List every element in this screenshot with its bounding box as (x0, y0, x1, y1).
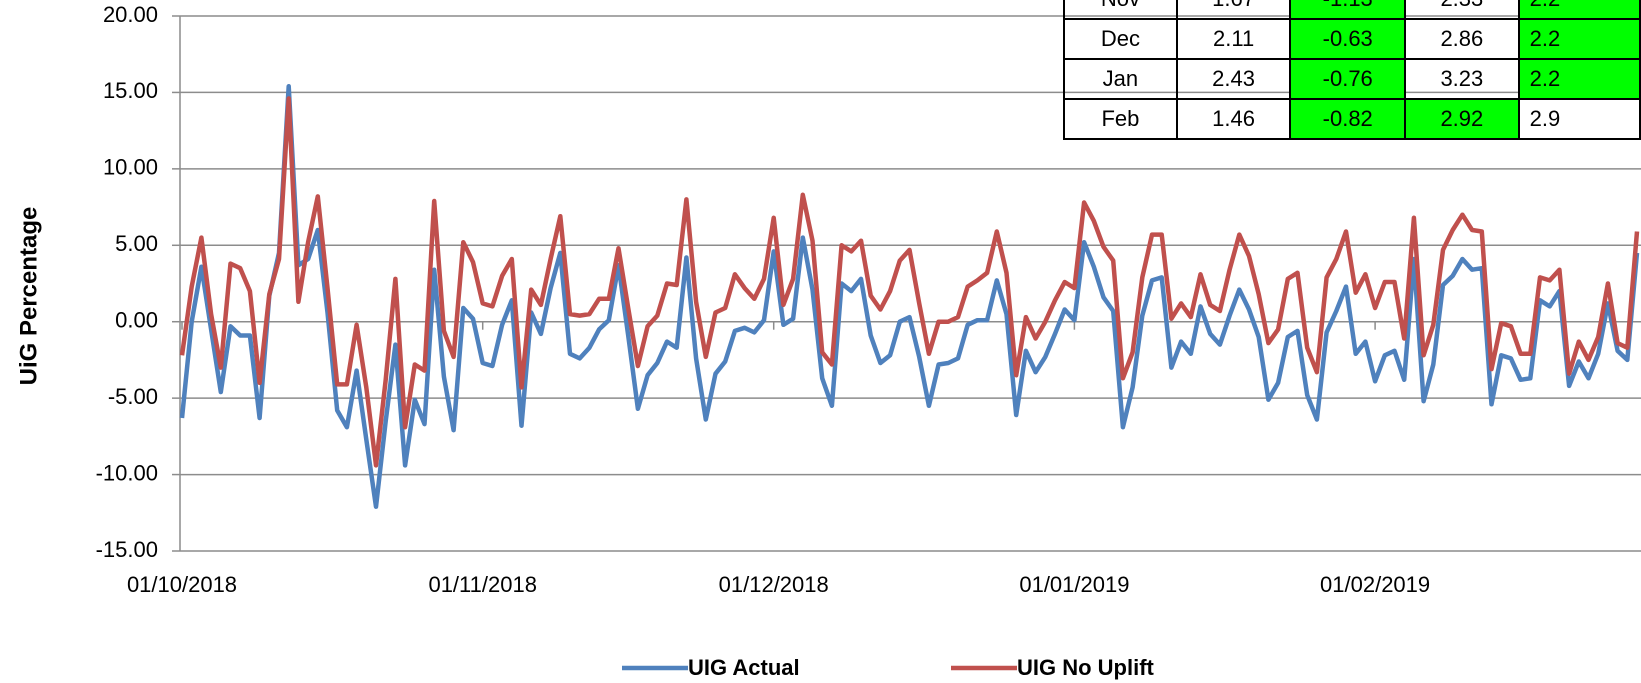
table-row: Feb 1.46 -0.82 2.92 2.9 (1063, 98, 1641, 140)
table-cell: 2.86 (1404, 18, 1520, 60)
y-tick-label: 15.00 (103, 78, 158, 103)
table-cell: 1.67 (1175, 0, 1292, 20)
table-cell: Dec (1063, 18, 1178, 60)
table-cell: -0.82 (1289, 98, 1407, 140)
table-cell: 1.46 (1175, 98, 1292, 140)
table-cell: -0.63 (1289, 18, 1407, 60)
table-cell: 2.33 (1404, 0, 1520, 20)
table-cell: 3.23 (1404, 58, 1520, 100)
x-tick-label: 01/02/2019 (1320, 572, 1430, 597)
x-tick-label: 01/10/2018 (127, 572, 237, 597)
y-tick-label: 20.00 (103, 2, 158, 27)
y-tick-label: -10.00 (96, 460, 158, 485)
table-row: Nov1.67-1.132.332.2 (1063, 0, 1641, 20)
x-tick-label: 01/11/2018 (428, 572, 536, 597)
y-tick-label: 10.00 (103, 155, 158, 180)
table-cell: 2.43 (1175, 58, 1292, 100)
table-row: Jan 2.43 -0.76 3.23 2.2 (1063, 58, 1641, 100)
table-cell: -0.76 (1289, 58, 1407, 100)
table-cell: 2.2 (1517, 0, 1641, 20)
y-tick-label: 0.00 (115, 308, 158, 333)
legend-label: UIG No Uplift (1017, 655, 1155, 680)
y-axis-label: UiG Percentage (15, 207, 42, 386)
table-cell: Feb (1063, 98, 1178, 140)
summary-table: Nov1.67-1.132.332.2Dec2.11-0.632.862.2Ja… (1063, 0, 1641, 140)
y-tick-label: 5.00 (115, 231, 158, 256)
data-line (179, 84, 1640, 509)
table-cell: 2.11 (1175, 18, 1292, 60)
table-cell: 2.92 (1404, 98, 1520, 140)
legend-label: UIG Actual (688, 655, 800, 680)
y-tick-label: -15.00 (96, 537, 158, 562)
table-cell: 2.9 (1517, 98, 1641, 140)
data-line (179, 96, 1640, 468)
x-tick-label: 01/12/2018 (719, 572, 829, 597)
table-cell: 2.2 (1517, 58, 1641, 100)
table-cell: Jan (1063, 58, 1178, 100)
x-tick-label: 01/01/2019 (1019, 572, 1129, 597)
table-cell: 2.2 (1517, 18, 1641, 60)
table-cell: Nov (1063, 0, 1178, 20)
table-row: Dec 2.11 -0.63 2.86 2.2 (1063, 18, 1641, 60)
y-tick-label: -5.00 (108, 384, 158, 409)
table-cell: -1.13 (1289, 0, 1407, 20)
